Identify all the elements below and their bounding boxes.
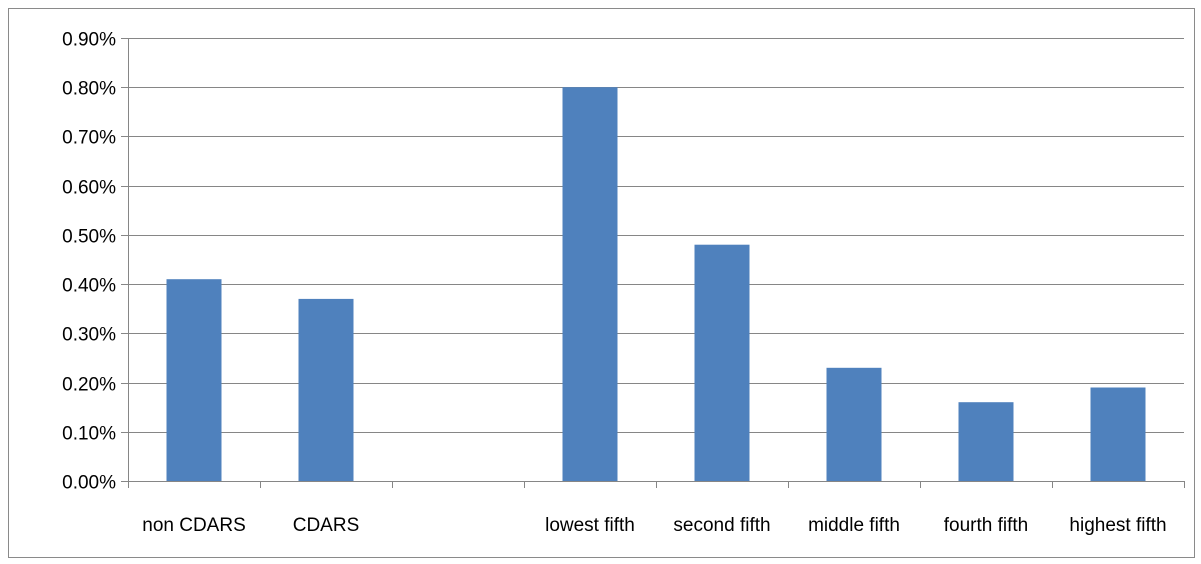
x-category-label: highest fifth <box>1069 515 1166 536</box>
gridlines <box>128 38 1184 433</box>
y-tick-label: 0.50% <box>62 227 116 248</box>
x-category-label: second fifth <box>673 515 770 536</box>
bar-non-cdars <box>166 279 222 481</box>
x-category-label: lowest fifth <box>545 515 635 536</box>
bar-lowest-fifth <box>562 87 618 481</box>
bar-highest-fifth <box>1090 387 1146 481</box>
y-tick-label: 0.20% <box>62 375 116 396</box>
y-tick-label: 0.90% <box>62 30 116 51</box>
y-tick-label: 0.40% <box>62 276 116 297</box>
x-category-label: CDARS <box>293 515 360 536</box>
x-category-label: fourth fifth <box>944 515 1029 536</box>
y-tick-label: 0.10% <box>62 424 116 445</box>
y-tick-label: 0.00% <box>62 473 116 494</box>
x-category-label: middle fifth <box>808 515 900 536</box>
y-tick-label: 0.60% <box>62 178 116 199</box>
y-tick-label: 0.70% <box>62 128 116 149</box>
x-category-label: non CDARS <box>142 515 246 536</box>
y-tick-label: 0.30% <box>62 325 116 346</box>
y-tick-label: 0.80% <box>62 79 116 100</box>
labels: 0.00% 0.10% 0.20% 0.30% 0.40% 0.50% 0.60% 0.70%… <box>62 30 1166 537</box>
bar-fourth-fifth <box>958 402 1014 481</box>
bar-middle-fifth <box>826 367 882 481</box>
bar-second-fifth <box>694 244 750 481</box>
bar-cdars <box>298 298 354 481</box>
axes <box>121 38 1185 488</box>
bars <box>166 87 1146 481</box>
